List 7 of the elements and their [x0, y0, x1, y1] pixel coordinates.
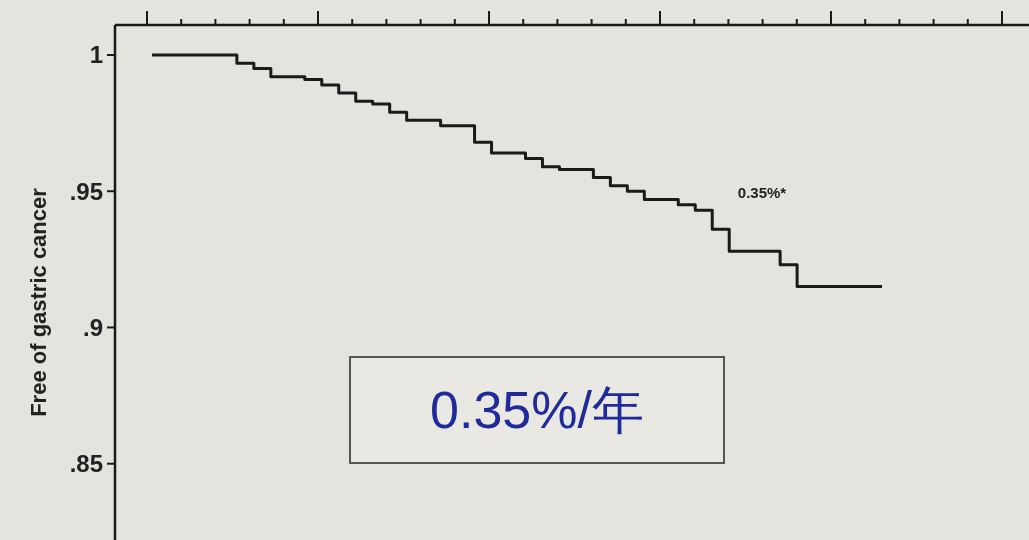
annotation: 0.35%*: [737, 184, 787, 202]
annotation: 0.35%/年: [430, 381, 644, 440]
y-axis-title: Free of gastric cancer: [26, 187, 51, 417]
y-tick-label: .95: [69, 177, 103, 205]
y-tick-label: 1: [89, 41, 103, 69]
y-tick-label: .9: [82, 313, 103, 341]
y-tick-label: .85: [69, 450, 103, 478]
